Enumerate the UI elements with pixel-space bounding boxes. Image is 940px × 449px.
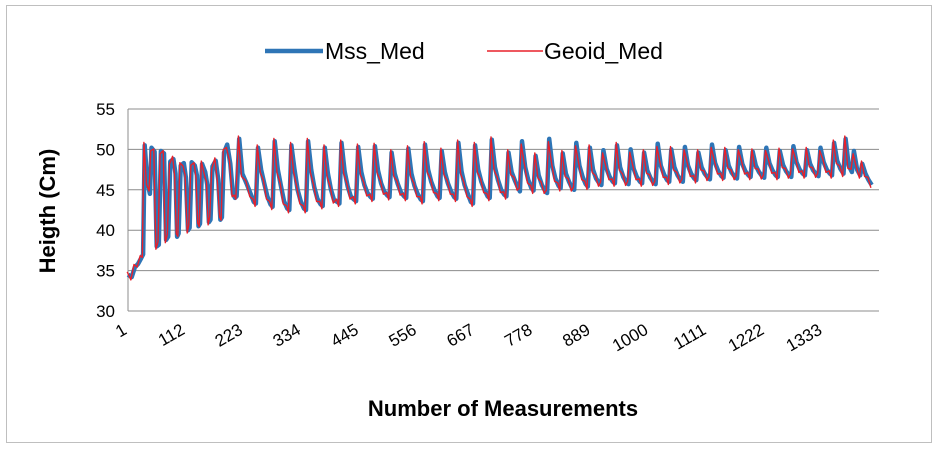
x-tick-label: 1000 [609,320,651,355]
line-chart: 30 35 40 45 50 55 1 112 223 334 445 556 667 778 889 100… [7,6,931,442]
legend-label-geoid-med: Geoid_Med [544,38,663,64]
x-tick-label: 445 [328,320,362,351]
x-tick-label: 1222 [725,320,767,355]
x-tick-label: 1111 [670,320,709,353]
y-tick-label: 30 [96,302,115,321]
y-tick-label: 55 [96,100,115,119]
x-axis-title: Number of Measurements [368,396,638,421]
x-tick-label: 112 [155,320,188,350]
y-tick-label: 35 [96,262,115,281]
x-tick-label: 778 [501,320,535,351]
x-tick-label: 889 [559,320,593,351]
x-tick-label: 1 [112,320,130,341]
x-tick-label: 1333 [783,320,825,355]
x-tick-label: 667 [444,320,478,351]
legend-label-mss-med: Mss_Med [325,38,425,64]
x-tick-label: 334 [270,320,304,351]
x-tick-label: 223 [212,320,246,351]
y-tick-label: 45 [96,181,115,200]
y-axis-title: Heigth (Cm) [35,149,60,274]
y-tick-label: 40 [96,221,115,240]
chart-area: 30 35 40 45 50 55 1 112 223 334 445 556 667 778 889 100… [6,5,932,443]
x-tick-label: 556 [386,320,420,351]
y-tick-label: 50 [96,140,115,159]
